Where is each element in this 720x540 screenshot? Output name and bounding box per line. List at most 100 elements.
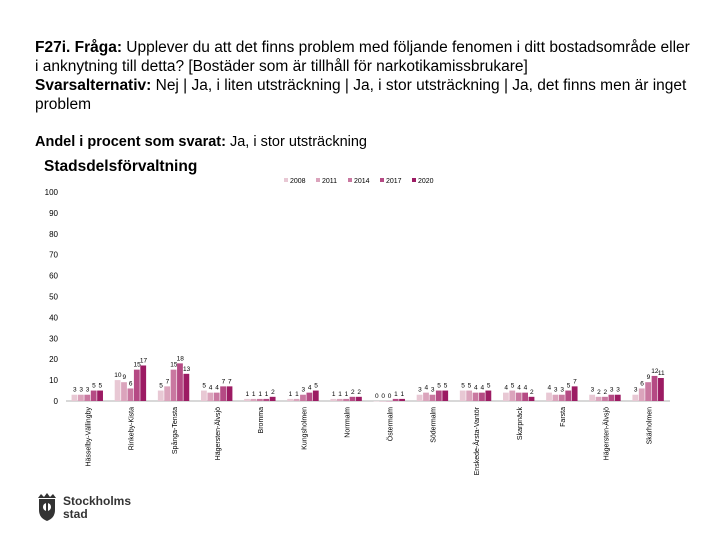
logo-line-1: Stockholms [63, 494, 131, 508]
bar-value-label: 1 [289, 391, 293, 398]
bar-value-label: 5 [314, 383, 318, 390]
bar [170, 369, 177, 401]
bar-value-label: 3 [86, 387, 90, 394]
bar [157, 390, 164, 401]
bar [558, 394, 565, 401]
bar-value-label: 2 [530, 389, 534, 396]
bar [503, 392, 509, 401]
legend-swatch [284, 178, 288, 182]
legend-swatch [348, 178, 352, 182]
bar [269, 396, 276, 401]
bar-value-label: 5 [99, 383, 103, 390]
x-tick-label: Hägersten-Älvsjö [602, 407, 610, 460]
subtitle-value: Ja, i stor utsträckning [225, 134, 367, 150]
subtitle-label: Andel i procent som svarat: [35, 134, 226, 150]
bar-value-label: 5 [487, 383, 491, 390]
y-tick-label: 30 [49, 334, 58, 343]
bar [571, 386, 578, 401]
bar-value-label: 0 [388, 393, 392, 400]
bar-value-label: 2 [271, 389, 275, 396]
answers-list: Nej | Ja, i liten utsträckning | Ja, i s… [35, 77, 687, 113]
bar-value-label: 15 [170, 362, 178, 369]
x-tick-label: Norrmalm [344, 407, 351, 438]
bar-value-label: 11 [658, 370, 665, 377]
bar-value-label: 1 [258, 391, 262, 398]
bar-value-label: 1 [246, 391, 250, 398]
legend-label: 2008 [290, 178, 306, 185]
bar [177, 363, 183, 401]
bar [392, 398, 399, 401]
bar-value-label: 0 [375, 393, 379, 400]
bar [608, 394, 615, 401]
stockholms-stad-logo: Stockholms stad [38, 493, 131, 521]
bar-value-label: 3 [431, 387, 435, 394]
bar-value-label: 1 [394, 391, 398, 398]
bar [423, 392, 429, 401]
x-tick-label: Östermalm [387, 407, 395, 441]
bar [595, 396, 602, 401]
legend-swatch [412, 178, 416, 182]
bar [522, 392, 528, 401]
bar-value-label: 7 [228, 378, 232, 385]
answers-label: Svarsalternativ: [35, 77, 152, 94]
bar [479, 392, 485, 401]
bar-value-label: 4 [209, 385, 213, 392]
legend-label: 2020 [418, 178, 434, 185]
bar-value-label: 3 [634, 387, 638, 394]
legend-label: 2017 [386, 178, 402, 185]
bar-value-label: 7 [222, 378, 226, 385]
bar-value-label: 1 [295, 391, 299, 398]
bar [399, 398, 405, 401]
bar-value-label: 1 [401, 391, 405, 398]
bar-value-label: 4 [308, 385, 312, 392]
bar-value-label: 4 [215, 385, 219, 392]
bar [356, 396, 362, 401]
y-tick-label: 10 [49, 376, 58, 385]
bar-value-label: 5 [468, 383, 472, 390]
bar-value-label: 3 [616, 387, 620, 394]
bar-value-label: 4 [425, 385, 429, 392]
y-tick-label: 20 [49, 355, 58, 364]
bar-value-label: 6 [129, 380, 133, 387]
bar [435, 390, 442, 401]
y-tick-label: 40 [49, 313, 58, 322]
bar-value-label: 5 [437, 383, 441, 390]
bar-value-label: 5 [202, 383, 206, 390]
question-text: F27i. Fråga: Upplever du att det finns p… [35, 38, 695, 114]
x-tick-label: Spånga-Tensta [171, 407, 179, 454]
chart-subtitle: Andel i procent som svarat: Ja, i stor u… [35, 134, 367, 150]
x-tick-label: Hägersten-Älvsjö [214, 407, 222, 460]
bar [312, 390, 319, 401]
bar-value-label: 4 [524, 385, 528, 392]
bar-value-label: 2 [351, 389, 355, 396]
bar-value-label: 1 [338, 391, 342, 398]
bar-value-label: 3 [560, 387, 564, 394]
bar-value-label: 9 [647, 374, 651, 381]
y-tick-label: 50 [49, 293, 58, 302]
bar-value-label: 18 [177, 355, 185, 362]
x-tick-label: Farsta [560, 407, 567, 427]
bar-value-label: 3 [79, 387, 83, 394]
bar-value-label: 6 [640, 380, 644, 387]
bar [306, 392, 313, 401]
legend-label: 2011 [322, 178, 337, 185]
legend-label: 2014 [354, 178, 370, 185]
bar [244, 398, 250, 401]
bar [589, 394, 596, 401]
x-tick-label: Kungsholmen [301, 407, 308, 450]
bar [300, 394, 306, 401]
crown-shield-icon [38, 493, 56, 521]
bar [140, 365, 147, 401]
x-tick-label: Enskede-Årsta-Vantör [472, 406, 481, 475]
bar-value-label: 3 [591, 387, 595, 394]
bar-value-label: 3 [554, 387, 558, 394]
bar [97, 390, 103, 401]
bar [645, 382, 652, 401]
bar [602, 396, 608, 401]
bar-value-label: 13 [183, 366, 191, 373]
bar-value-label: 10 [114, 372, 122, 379]
bar-value-label: 4 [548, 385, 552, 392]
bar [515, 392, 522, 401]
bar [651, 375, 658, 401]
bar [90, 390, 97, 401]
